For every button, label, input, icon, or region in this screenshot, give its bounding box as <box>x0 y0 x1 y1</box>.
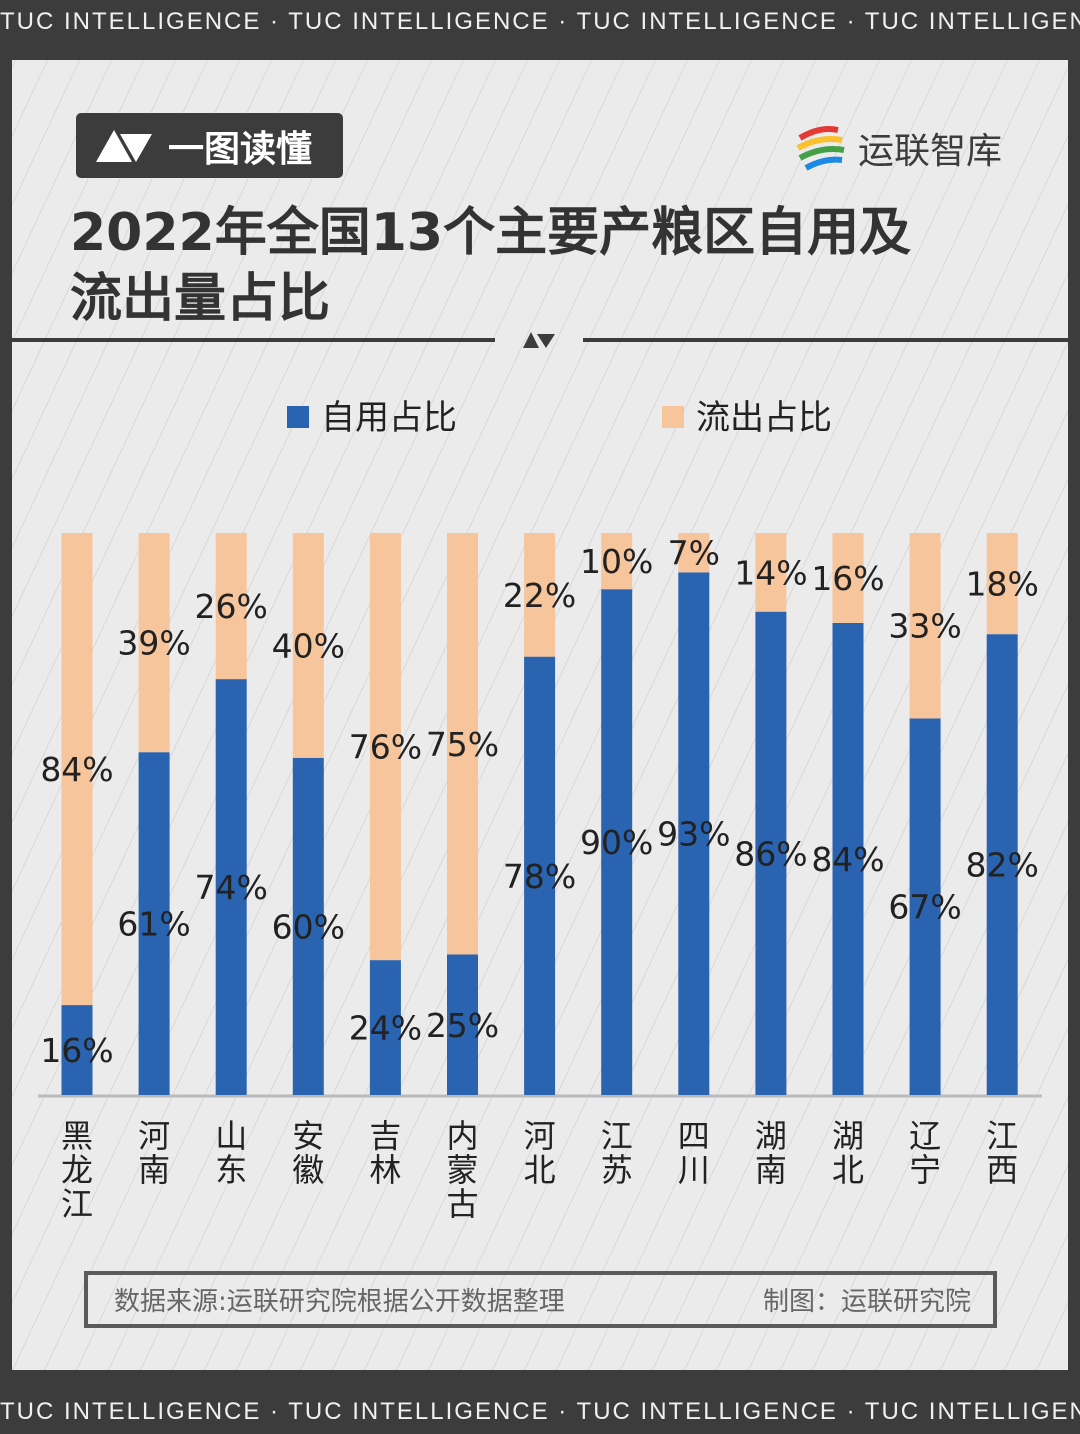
bar-outflow <box>678 533 710 573</box>
bar-self-use <box>986 634 1018 1095</box>
data-label: 14% <box>734 553 807 592</box>
data-label: 93% <box>657 815 730 854</box>
bar-outflow <box>447 533 478 955</box>
badge-label: 一图读懂 <box>168 128 313 170</box>
data-label: 60% <box>272 907 345 946</box>
bar-self-use <box>215 679 247 1095</box>
data-label: 74% <box>195 868 268 907</box>
category-label: 四川 <box>673 1119 711 1187</box>
data-label: 22% <box>503 576 576 615</box>
legend-label: 流出占比 <box>696 398 832 438</box>
data-label: 82% <box>966 846 1039 885</box>
data-label: 10% <box>580 542 653 581</box>
divider-triangles-icon <box>523 332 555 348</box>
title-line-2: 流出量占比 <box>70 269 331 329</box>
source-text: 数据来源:运联研究院根据公开数据整理 <box>114 1287 565 1317</box>
bar-self-use <box>61 1005 93 1095</box>
category-label: 吉林 <box>364 1119 402 1187</box>
bar-outflow <box>524 533 556 657</box>
category-label: 河南 <box>133 1119 171 1187</box>
category-label: 山东 <box>210 1119 248 1187</box>
bar-self-use <box>601 589 633 1095</box>
bar-outflow <box>986 533 1018 635</box>
bar-self-use <box>138 752 170 1095</box>
divider-left <box>12 338 495 342</box>
data-label: 16% <box>811 559 884 598</box>
chart-title: 2022年全国13个主要产粮区自用及 流出量占比 <box>70 200 1030 332</box>
data-label: 61% <box>117 905 190 944</box>
bar-outflow <box>832 533 864 623</box>
data-label: 24% <box>349 1009 422 1048</box>
bar-outflow <box>215 533 247 680</box>
bar-self-use <box>832 622 864 1095</box>
data-label: 90% <box>580 823 653 862</box>
title-line-1: 2022年全国13个主要产粮区自用及 <box>70 203 912 263</box>
logo-text: 运联智库 <box>857 131 1002 172</box>
data-label: 84% <box>811 840 884 879</box>
legend-label: 自用占比 <box>321 398 457 438</box>
category-label: 湖南 <box>750 1119 788 1187</box>
data-label: 16% <box>40 1031 113 1070</box>
category-label: 河北 <box>519 1119 557 1187</box>
data-label: 84% <box>40 750 113 789</box>
data-label: 40% <box>272 626 345 665</box>
category-label: 江苏 <box>596 1119 634 1187</box>
bar-self-use <box>909 718 941 1095</box>
bar-outflow <box>138 533 170 753</box>
bar-outflow <box>369 533 401 961</box>
top-banner: TUC INTELLIGENCE · TUC INTELLIGENCE · TU… <box>0 8 1080 35</box>
badge: 一图读懂 <box>76 113 343 178</box>
data-label: 33% <box>888 607 961 646</box>
category-label: 江西 <box>981 1119 1019 1187</box>
data-label: 26% <box>195 587 268 626</box>
bar-outflow <box>909 533 941 719</box>
bar-outflow <box>292 533 324 758</box>
bottom-banner: TUC INTELLIGENCE · TUC INTELLIGENCE · TU… <box>0 1398 1080 1425</box>
legend-swatch <box>287 406 309 428</box>
bar-self-use <box>524 656 556 1095</box>
credit-text: 制图：运联研究院 <box>762 1287 971 1317</box>
data-label: 39% <box>117 624 190 663</box>
bar-outflow <box>755 533 787 612</box>
data-label: 75% <box>426 725 499 764</box>
data-label: 67% <box>888 888 961 927</box>
bar-self-use <box>369 960 401 1095</box>
category-label: 辽宁 <box>904 1119 942 1187</box>
data-label: 25% <box>426 1006 499 1045</box>
data-label: 78% <box>503 857 576 896</box>
bar-self-use <box>292 757 324 1095</box>
source-box: 数据来源:运联研究院根据公开数据整理 制图：运联研究院 <box>84 1271 997 1328</box>
bar-outflow <box>61 533 93 1006</box>
bar-self-use <box>678 572 710 1095</box>
data-label: 18% <box>966 565 1039 604</box>
category-label: 黑龙江 <box>56 1119 94 1221</box>
data-label: 7% <box>668 534 720 573</box>
divider-right <box>583 338 1068 342</box>
category-label: 湖北 <box>827 1119 865 1187</box>
bar-self-use <box>755 611 787 1095</box>
category-label: 内蒙古 <box>442 1119 480 1221</box>
legend-swatch <box>662 406 684 428</box>
logo-globe-icon <box>796 126 845 171</box>
data-label: 76% <box>349 728 422 767</box>
bar-self-use <box>447 954 478 1095</box>
bar-outflow <box>601 533 633 590</box>
logo: 运联智库 <box>794 120 1002 176</box>
data-label: 86% <box>734 834 807 873</box>
category-label: 安徽 <box>287 1119 325 1187</box>
triangles-icon <box>96 129 152 162</box>
